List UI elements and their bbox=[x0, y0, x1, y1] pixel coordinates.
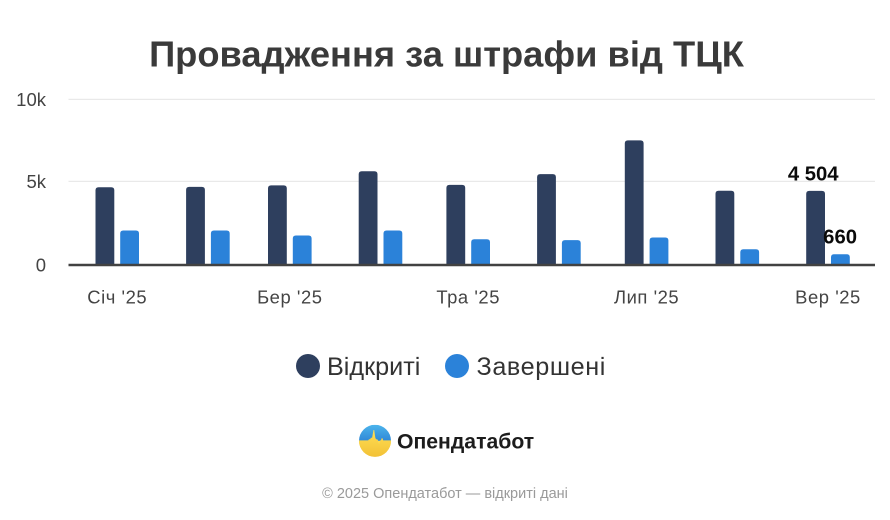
svg-text:Вер '25: Вер '25 bbox=[795, 286, 861, 307]
svg-text:Лип '25: Лип '25 bbox=[614, 286, 679, 307]
svg-text:Завершені: Завершені bbox=[477, 353, 606, 381]
svg-text:Відкриті: Відкриті bbox=[327, 353, 420, 381]
svg-text:0: 0 bbox=[36, 255, 46, 276]
svg-text:660: 660 bbox=[823, 226, 857, 248]
svg-text:4 504: 4 504 bbox=[788, 164, 839, 186]
svg-text:Бер '25: Бер '25 bbox=[257, 286, 322, 307]
svg-text:Опендатабот: Опендатабот bbox=[397, 431, 534, 454]
svg-text:Тра '25: Тра '25 bbox=[436, 286, 500, 307]
svg-text:10k: 10k bbox=[16, 89, 47, 110]
svg-text:Провадження за штрафи від ТЦК: Провадження за штрафи від ТЦК bbox=[149, 34, 745, 75]
svg-text:© 2025 Опендатабот — відкриті: © 2025 Опендатабот — відкриті дані bbox=[322, 486, 568, 502]
svg-text:Січ '25: Січ '25 bbox=[87, 286, 147, 307]
svg-text:5k: 5k bbox=[26, 171, 46, 192]
